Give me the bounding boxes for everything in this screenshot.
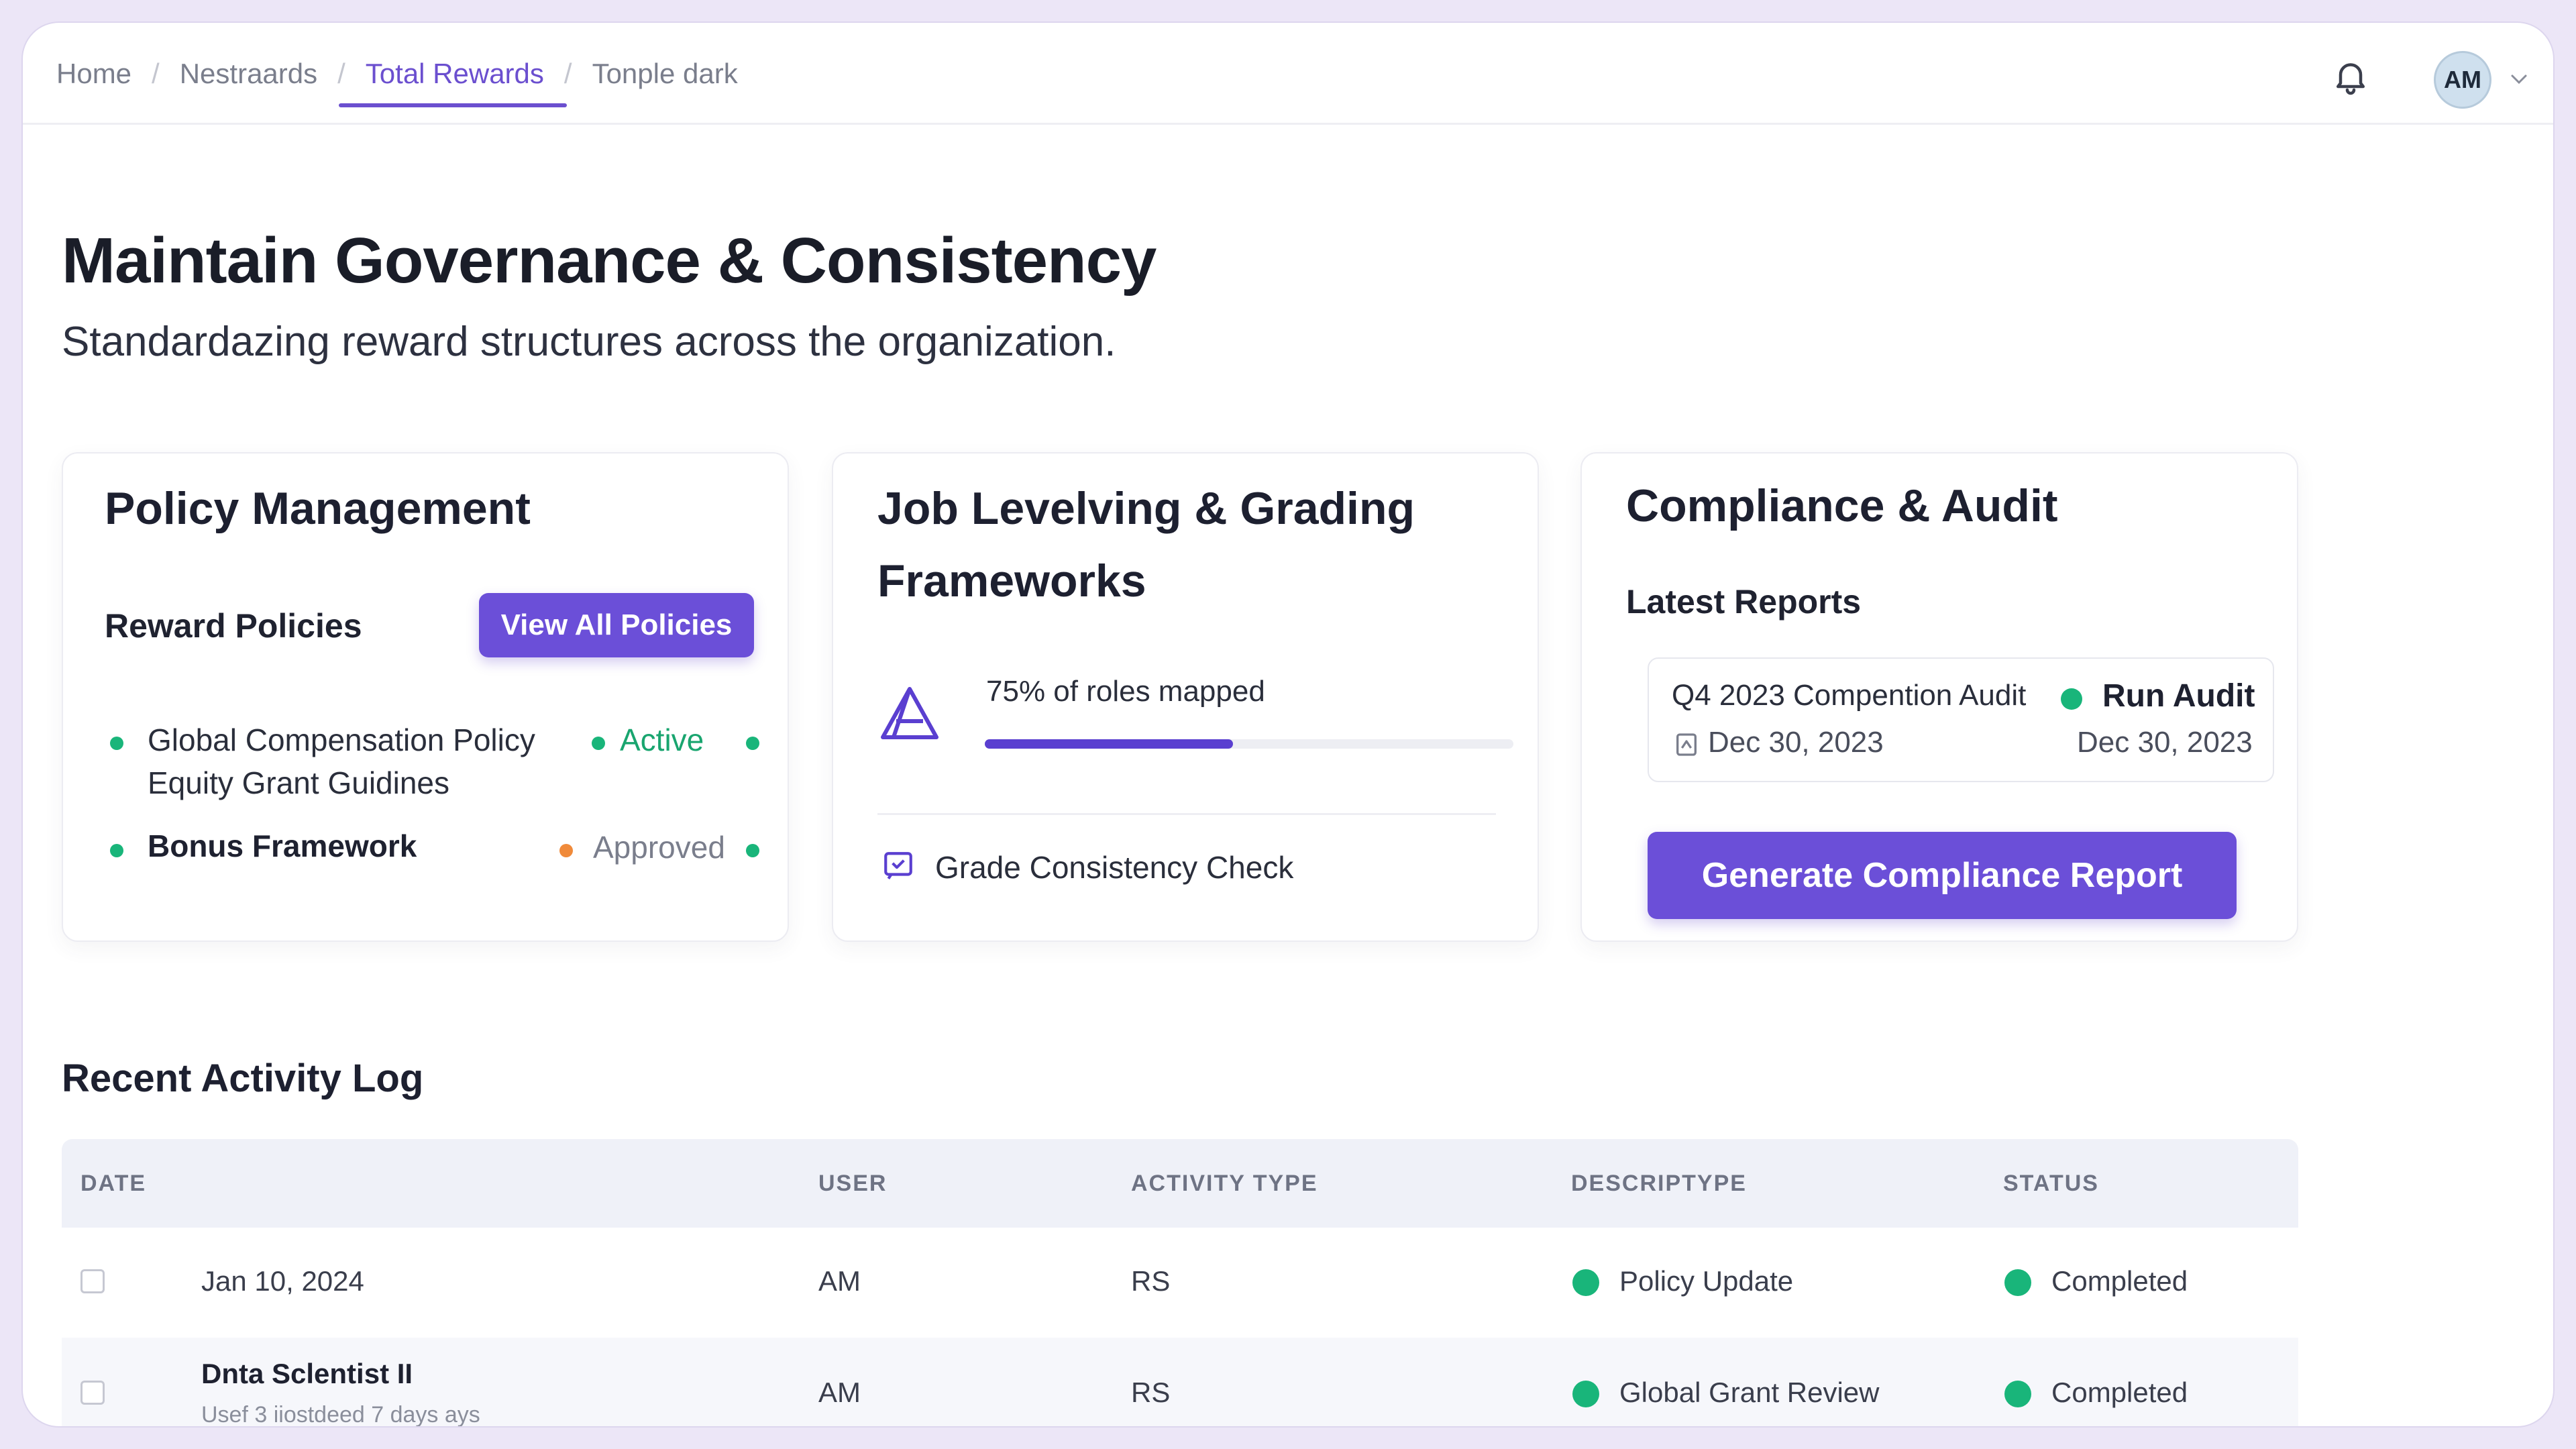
column-header-status[interactable]: STATUS (2003, 1171, 2099, 1196)
pyramid-icon (881, 687, 938, 739)
column-header-description[interactable]: DESCRIPTYPE (1571, 1171, 1747, 1196)
status-dot (2004, 1269, 2031, 1296)
status-badge-active: Active (620, 722, 704, 757)
cell-activity-type: RS (1131, 1265, 1171, 1297)
roles-mapped-progress (985, 739, 1513, 749)
status-badge-approved: Approved (593, 830, 725, 865)
cell-status: Completed (2051, 1265, 2188, 1297)
avatar-initials: AM (2444, 66, 2481, 93)
policy-item-equity-grant[interactable]: Equity Grant Guidines (148, 765, 450, 800)
status-dot (1572, 1269, 1599, 1296)
page-subtitle: Standardazing reward structures across t… (62, 319, 1116, 365)
progress-label: 75% of roles mapped (986, 675, 1265, 708)
bullet-dot (110, 844, 123, 857)
generate-compliance-report-button[interactable]: Generate Compliance Report (1648, 832, 2237, 919)
divider (877, 813, 1496, 815)
cell-user: AM (818, 1265, 861, 1297)
breadcrumb-fourth[interactable]: Tonple dark (592, 58, 738, 89)
column-header-activity-type[interactable]: ACTIVITY TYPE (1131, 1171, 1318, 1196)
breadcrumb-total-rewards[interactable]: Total Rewards (338, 23, 568, 125)
status-dot (2004, 1381, 2031, 1407)
breadcrumb-separator: / (337, 58, 345, 89)
bullet-dot (110, 737, 123, 750)
chevron-down-icon[interactable] (2509, 71, 2529, 87)
row-checkbox[interactable] (80, 1381, 105, 1405)
status-dot (559, 844, 573, 857)
breadcrumb-second[interactable]: Nestraards (179, 58, 318, 89)
section-title: Recent Activity Log (62, 1057, 424, 1100)
cell-description: Policy Update (1619, 1265, 1794, 1297)
cell-user: AM (818, 1377, 861, 1408)
status-dot (746, 844, 759, 857)
policy-item-global-compensation[interactable]: Global Compensation Policy (148, 722, 535, 757)
report-item[interactable]: Q4 2023 Compention Audit Run Audit Dec 3… (1648, 657, 2274, 782)
card-title-line-1: Job Levelving & Grading (877, 483, 1415, 534)
card-title: Policy Management (105, 483, 531, 534)
document-icon (1676, 733, 1697, 756)
job-leveling-card: Job Levelving & Grading Frameworks 75% o… (832, 452, 1539, 942)
column-header-date[interactable]: DATE (80, 1171, 147, 1196)
policy-management-card: Policy Management Reward Policies View A… (62, 452, 789, 942)
status-dot (592, 737, 605, 750)
check-badge-icon (884, 852, 912, 879)
page-title: Maintain Governance & Consistency (62, 225, 1157, 297)
run-date: Dec 30, 2023 (2077, 726, 2253, 759)
table-row[interactable]: Dnta Sclentist II Usef 3 iiostdeed 7 day… (62, 1338, 2298, 1428)
status-dot (746, 737, 759, 750)
reward-policies-heading: Reward Policies (105, 607, 362, 645)
column-header-user[interactable]: USER (818, 1171, 888, 1196)
breadcrumb-separator: / (152, 58, 160, 89)
grade-consistency-check[interactable]: Grade Consistency Check (935, 850, 1294, 885)
status-dot (1572, 1381, 1599, 1407)
breadcrumb-separator: / (564, 58, 572, 89)
card-title: Compliance & Audit (1626, 480, 2058, 531)
top-nav: Home / Nestraards / Total Rewards / Tonp… (23, 23, 2553, 125)
policy-item-bonus-framework[interactable]: Bonus Framework (148, 828, 417, 863)
app-window: Home / Nestraards / Total Rewards / Tonp… (21, 21, 2555, 1428)
cell-date: Dnta Sclentist II (201, 1358, 413, 1389)
cell-date: Jan 10, 2024 (201, 1265, 364, 1297)
table-header: DATE USER ACTIVITY TYPE DESCRIPTYPE STAT… (62, 1139, 2298, 1228)
breadcrumb: Home / Nestraards / Total Rewards / Tonp… (56, 23, 738, 125)
table-row[interactable]: Jan 10, 2024 AM RS Policy Update Complet… (62, 1228, 2298, 1338)
avatar[interactable]: AM (2434, 51, 2491, 109)
cell-status: Completed (2051, 1377, 2188, 1408)
status-dot (2061, 688, 2082, 710)
bell-icon[interactable] (2330, 56, 2371, 97)
report-date: Dec 30, 2023 (1708, 726, 1884, 759)
report-name: Q4 2023 Compention Audit (1672, 679, 2027, 712)
cell-date-sub: Usef 3 iiostdeed 7 days ays (201, 1402, 480, 1428)
row-checkbox[interactable] (80, 1269, 105, 1293)
progress-fill (985, 739, 1234, 749)
latest-reports-heading: Latest Reports (1626, 583, 1862, 621)
cell-activity-type: RS (1131, 1377, 1171, 1408)
cell-description: Global Grant Review (1619, 1377, 1880, 1408)
card-title-line-2: Frameworks (877, 555, 1146, 606)
run-audit-link[interactable]: Run Audit (2102, 678, 2255, 714)
breadcrumb-home[interactable]: Home (56, 58, 132, 89)
view-all-policies-button[interactable]: View All Policies (479, 593, 754, 657)
